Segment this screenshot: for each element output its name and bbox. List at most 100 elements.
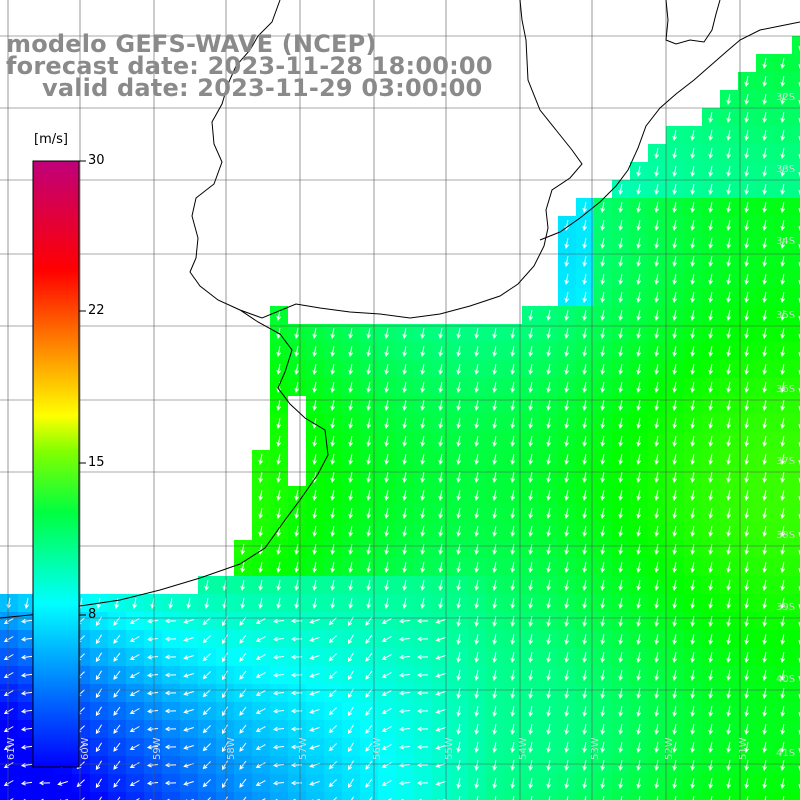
wind-arrow [726, 670, 731, 681]
wind-arrow [384, 526, 389, 537]
wind-cell [792, 792, 800, 800]
wind-arrow [420, 508, 425, 519]
wind-arrow [510, 778, 515, 789]
lon-label: 60W [80, 737, 91, 760]
wind-arrow [381, 618, 392, 624]
wind-arrow [618, 562, 623, 573]
wind-arrow [672, 706, 677, 717]
wind-arrow [582, 310, 587, 321]
wind-arrow [420, 436, 425, 447]
wind-arrow [654, 400, 659, 411]
wind-arrow [221, 724, 228, 735]
wind-arrow [780, 364, 785, 375]
wind-arrow [366, 400, 371, 411]
wind-arrow [726, 148, 731, 159]
wind-arrow [20, 708, 33, 714]
wind-cell [630, 792, 648, 800]
wind-arrow [620, 796, 623, 800]
wind-arrow [129, 672, 140, 679]
wind-arrow [762, 508, 767, 519]
wind-arrow [726, 328, 731, 339]
wind-arrow [798, 711, 800, 717]
wind-arrow [762, 418, 767, 429]
wind-arrow [690, 256, 695, 267]
wind-arrow [258, 508, 263, 519]
wind-arrow [456, 346, 461, 357]
wind-arrow [564, 400, 569, 411]
wind-arrow [530, 796, 533, 800]
wind-arrow [618, 526, 623, 537]
wind-cell [792, 360, 800, 378]
wind-arrow [636, 400, 641, 411]
wind-arrow [294, 490, 299, 501]
wind-arrow [708, 742, 713, 753]
wind-arrow [381, 708, 392, 714]
wind-arrow [798, 279, 800, 285]
wind-arrow [366, 526, 371, 537]
wind-arrow [636, 724, 641, 735]
wind-cell [792, 90, 800, 108]
wind-arrow [347, 706, 354, 717]
wind-arrow [780, 76, 785, 87]
wind-arrow [744, 148, 749, 159]
wind-arrow [38, 780, 51, 786]
wind-arrow [762, 292, 767, 303]
wind-arrow [564, 760, 569, 771]
wind-arrow [20, 690, 33, 696]
wind-arrow [420, 562, 425, 573]
wind-arrow [255, 618, 266, 624]
wind-arrow [636, 472, 641, 483]
wind-arrow [672, 400, 677, 411]
wind-arrow [312, 580, 317, 591]
wind-arrow [255, 636, 266, 642]
wind-arrow [762, 670, 767, 681]
wind-arrow [132, 598, 137, 609]
wind-arrow [690, 508, 695, 519]
wind-arrow [239, 688, 247, 698]
wind-arrow [600, 256, 605, 267]
wind-arrow [492, 580, 497, 591]
wind-arrow [117, 796, 121, 800]
wind-arrow [528, 400, 533, 411]
wind-arrow [546, 508, 551, 519]
wind-arrow [744, 94, 749, 105]
wind-arrow [366, 580, 371, 591]
wind-cell [792, 630, 800, 648]
lat-label: 33S [776, 164, 795, 175]
wind-arrow [546, 670, 551, 681]
wind-arrow [435, 744, 446, 750]
wind-arrow [798, 603, 800, 609]
wind-arrow [654, 562, 659, 573]
wind-arrow [546, 580, 551, 591]
wind-arrow [798, 423, 800, 429]
wind-arrow [95, 724, 103, 735]
wind-arrow [582, 256, 587, 267]
wind-arrow [510, 400, 515, 411]
wind-cell [792, 180, 800, 198]
wind-arrow [456, 400, 461, 411]
wind-arrow [636, 418, 641, 429]
wind-arrow [672, 742, 677, 753]
wind-arrow [3, 654, 14, 661]
wind-arrow [564, 346, 569, 357]
wind-arrow [276, 418, 281, 429]
wind-arrow [708, 724, 713, 735]
wind-arrow [798, 387, 800, 393]
wind-arrow [528, 328, 533, 339]
wind-arrow [708, 364, 713, 375]
wind-arrow [492, 598, 497, 609]
wind-arrow [202, 707, 211, 716]
east-coastline [539, 0, 800, 241]
wind-arrow [582, 652, 587, 663]
wind-arrow [113, 634, 121, 644]
wind-arrow [312, 436, 317, 447]
wind-arrow [672, 148, 677, 159]
wind-arrow [456, 598, 461, 609]
wind-arrow [258, 490, 263, 501]
wind-arrow [600, 328, 605, 339]
wind-arrow [564, 490, 569, 501]
wind-arrow [798, 405, 800, 411]
wind-arrow [438, 328, 443, 339]
wind-arrow [744, 742, 749, 753]
